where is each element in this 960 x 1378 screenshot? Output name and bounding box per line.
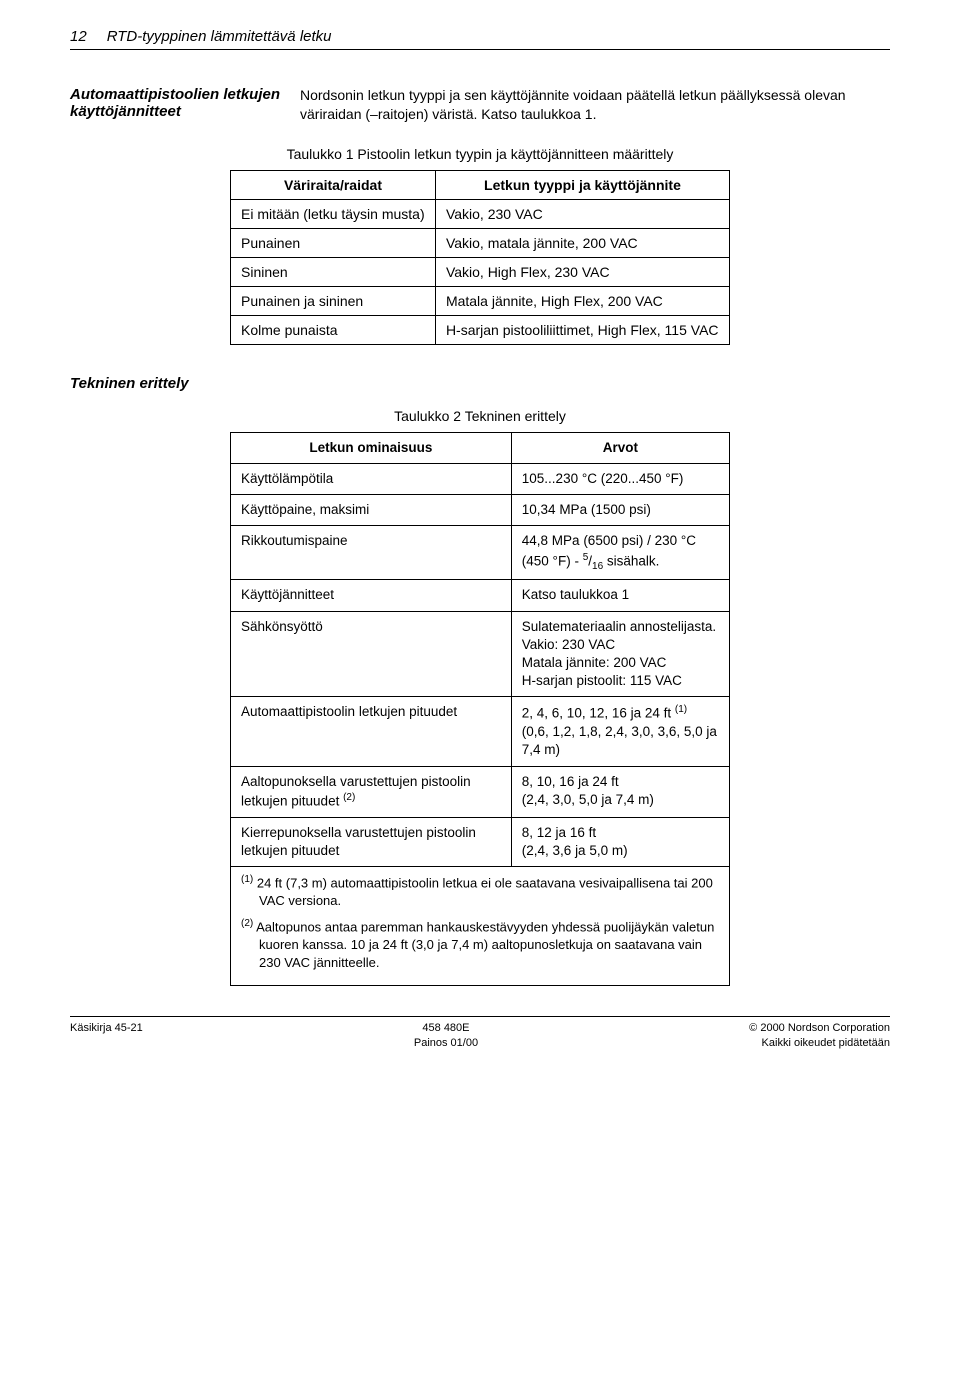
table1-cell: Vakio, matala jännite, 200 VAC <box>435 228 729 257</box>
table2-label: Käyttölämpötila <box>231 464 512 495</box>
table-row: Kolme punaista H-sarjan pistooliliittime… <box>231 315 730 344</box>
table-row: KäyttöjännitteetKatso taulukkoa 1 <box>231 580 730 611</box>
section1-body: Nordsonin letkun tyyppi ja sen käyttöjän… <box>300 86 890 124</box>
section-heading-wrap: Automaattipistoolien letkujen käyttöjänn… <box>70 86 300 124</box>
table1-col1: Letkun tyyppi ja käyttöjännite <box>435 170 729 199</box>
table2-col1: Arvot <box>511 432 729 463</box>
table2-col0: Letkun ominaisuus <box>231 432 512 463</box>
footer-center2: Painos 01/00 <box>414 1037 478 1049</box>
footer-center: 458 480E Painos 01/00 <box>414 1021 478 1050</box>
footer-right1: © 2000 Nordson Corporation <box>749 1022 890 1034</box>
table2-label: Aaltopunoksella varustettujen pistoolin … <box>231 766 512 817</box>
table2-value: 44,8 MPa (6500 psi) / 230 °C(450 °F) - 5… <box>511 526 729 580</box>
table-row: Aaltopunoksella varustettujen pistoolin … <box>231 766 730 817</box>
table-row: Käyttölämpötila105...230 °C (220...450 °… <box>231 464 730 495</box>
table-row: SähkönsyöttöSulatemateriaalin annostelij… <box>231 611 730 697</box>
table2-value: 8, 12 ja 16 ft(2,4, 3,6 ja 5,0 m) <box>511 817 729 866</box>
table2-caption: Taulukko 2 Tekninen erittely <box>70 408 890 424</box>
table2-footnotes: (1) 24 ft (7,3 m) automaattipistoolin le… <box>231 866 730 985</box>
table-row: Ei mitään (letku täysin musta) Vakio, 23… <box>231 199 730 228</box>
table2-label: Sähkönsyöttö <box>231 611 512 697</box>
table-row: (1) 24 ft (7,3 m) automaattipistoolin le… <box>231 866 730 985</box>
section-auto-pistol: Automaattipistoolien letkujen käyttöjänn… <box>70 86 890 124</box>
doc-title: RTD-tyyppinen lämmitettävä letku <box>107 28 332 45</box>
table2-value: Sulatemateriaalin annostelijasta.Vakio: … <box>511 611 729 697</box>
table1: Väriraita/raidat Letkun tyyppi ja käyttö… <box>230 170 730 345</box>
table2-value: 2, 4, 6, 10, 12, 16 ja 24 ft (1)(0,6, 1,… <box>511 697 729 766</box>
table1-cell: Ei mitään (letku täysin musta) <box>231 199 436 228</box>
table-row: Punainen Vakio, matala jännite, 200 VAC <box>231 228 730 257</box>
table-row: Väriraita/raidat Letkun tyyppi ja käyttö… <box>231 170 730 199</box>
page-number: 12 <box>70 28 87 45</box>
table1-cell: Vakio, High Flex, 230 VAC <box>435 257 729 286</box>
table2-label: Automaattipistoolin letkujen pituudet <box>231 697 512 766</box>
table2-value: 8, 10, 16 ja 24 ft(2,4, 3,0, 5,0 ja 7,4 … <box>511 766 729 817</box>
footer-left: Käsikirja 45-21 <box>70 1021 143 1050</box>
table2-value: 10,34 MPa (1500 psi) <box>511 495 729 526</box>
table-row: Punainen ja sininen Matala jännite, High… <box>231 286 730 315</box>
section2-heading: Tekninen erittely <box>70 375 890 392</box>
table-row: Käyttöpaine, maksimi10,34 MPa (1500 psi) <box>231 495 730 526</box>
table1-cell: Vakio, 230 VAC <box>435 199 729 228</box>
table2-value: Katso taulukkoa 1 <box>511 580 729 611</box>
table-row: Letkun ominaisuus Arvot <box>231 432 730 463</box>
table2-label: Rikkoutumispaine <box>231 526 512 580</box>
table2: Letkun ominaisuus Arvot Käyttölämpötila1… <box>230 432 730 987</box>
table1-caption: Taulukko 1 Pistoolin letkun tyypin ja kä… <box>70 146 890 162</box>
table1-cell: Kolme punaista <box>231 315 436 344</box>
table1-col0: Väriraita/raidat <box>231 170 436 199</box>
table-row: Rikkoutumispaine44,8 MPa (6500 psi) / 23… <box>231 526 730 580</box>
table-row: Sininen Vakio, High Flex, 230 VAC <box>231 257 730 286</box>
page-container: 12 RTD-tyyppinen lämmitettävä letku Auto… <box>0 0 960 1070</box>
table2-label: Käyttöjännitteet <box>231 580 512 611</box>
footer-center1: 458 480E <box>422 1022 469 1034</box>
section1-heading: Automaattipistoolien letkujen käyttöjänn… <box>70 86 288 120</box>
table1-cell: H-sarjan pistooliliittimet, High Flex, 1… <box>435 315 729 344</box>
table1-cell: Punainen <box>231 228 436 257</box>
table2-label: Käyttöpaine, maksimi <box>231 495 512 526</box>
page-footer: Käsikirja 45-21 458 480E Painos 01/00 © … <box>70 1016 890 1050</box>
table-row: Automaattipistoolin letkujen pituudet2, … <box>231 697 730 766</box>
table-row: Kierrepunoksella varustettujen pistoolin… <box>231 817 730 866</box>
table2-label: Kierrepunoksella varustettujen pistoolin… <box>231 817 512 866</box>
table1-cell: Matala jännite, High Flex, 200 VAC <box>435 286 729 315</box>
footer-right: © 2000 Nordson Corporation Kaikki oikeud… <box>749 1021 890 1050</box>
footer-right2: Kaikki oikeudet pidätetään <box>762 1037 890 1049</box>
page-header: 12 RTD-tyyppinen lämmitettävä letku <box>70 28 890 50</box>
table2-value: 105...230 °C (220...450 °F) <box>511 464 729 495</box>
table1-cell: Sininen <box>231 257 436 286</box>
table1-cell: Punainen ja sininen <box>231 286 436 315</box>
